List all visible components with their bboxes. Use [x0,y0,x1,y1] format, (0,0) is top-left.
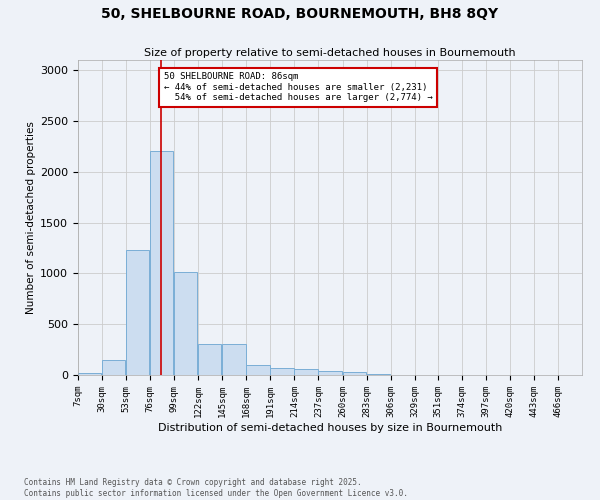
Text: 50, SHELBOURNE ROAD, BOURNEMOUTH, BH8 8QY: 50, SHELBOURNE ROAD, BOURNEMOUTH, BH8 8Q… [101,8,499,22]
Text: 50 SHELBOURNE ROAD: 86sqm
← 44% of semi-detached houses are smaller (2,231)
  54: 50 SHELBOURNE ROAD: 86sqm ← 44% of semi-… [164,72,433,102]
Bar [247,365,269,375]
Bar [78,373,101,375]
Bar [174,272,197,375]
X-axis label: Distribution of semi-detached houses by size in Bournemouth: Distribution of semi-detached houses by … [158,422,502,432]
Bar [126,250,149,375]
Bar [102,360,125,375]
Bar [198,344,221,375]
Y-axis label: Number of semi-detached properties: Number of semi-detached properties [26,121,36,314]
Bar [319,372,342,375]
Title: Size of property relative to semi-detached houses in Bournemouth: Size of property relative to semi-detach… [144,48,516,58]
Bar [343,372,366,375]
Text: Contains HM Land Registry data © Crown copyright and database right 2025.
Contai: Contains HM Land Registry data © Crown c… [24,478,408,498]
Bar [150,152,173,375]
Bar [367,374,390,375]
Bar [271,368,293,375]
Bar [295,370,317,375]
Bar [222,344,245,375]
